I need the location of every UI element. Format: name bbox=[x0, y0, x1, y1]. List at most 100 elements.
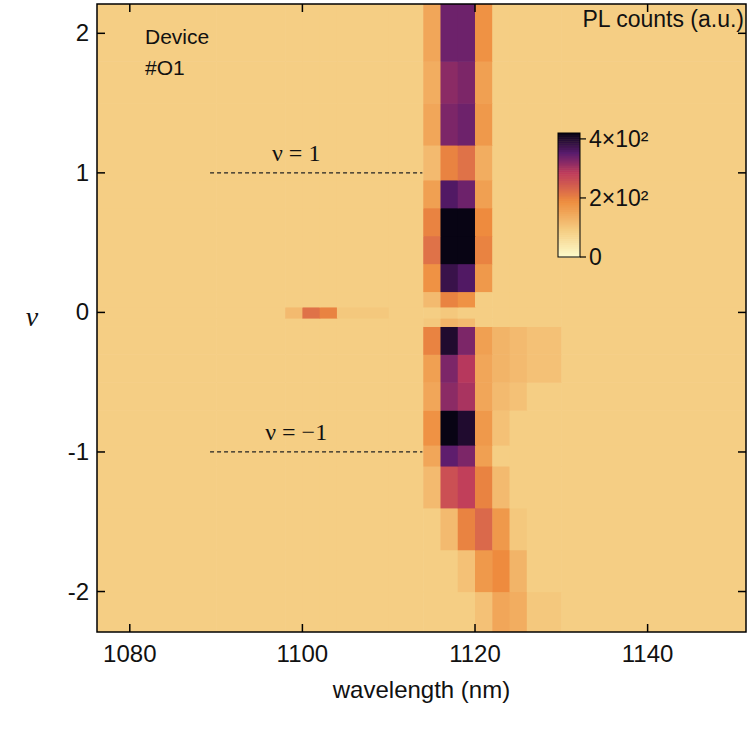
heatmap-cell bbox=[492, 410, 510, 445]
heatmap-cell bbox=[561, 508, 746, 550]
heatmap-cell bbox=[492, 145, 510, 180]
heatmap-cell bbox=[492, 354, 510, 383]
heatmap-cell bbox=[527, 264, 562, 293]
heatmap-cell bbox=[527, 550, 562, 592]
heatmap-cell bbox=[337, 145, 389, 180]
heatmap-cell bbox=[492, 236, 510, 265]
heatmap-cell bbox=[475, 180, 493, 209]
heatmap-cell bbox=[510, 145, 528, 180]
heatmap-cell bbox=[320, 103, 338, 145]
heatmap-cell bbox=[302, 326, 320, 355]
heatmap-cell bbox=[302, 61, 320, 103]
heatmap-cell bbox=[527, 61, 562, 103]
heatmap-cell bbox=[492, 318, 510, 327]
heatmap-cell bbox=[440, 318, 458, 327]
heatmap-cell bbox=[561, 445, 746, 467]
x-tick bbox=[647, 624, 649, 632]
heatmap-cell bbox=[423, 208, 441, 237]
heatmap-cell bbox=[475, 145, 493, 180]
heatmap-cell bbox=[458, 445, 476, 467]
heatmap-cell bbox=[440, 326, 458, 355]
heatmap-cell bbox=[492, 466, 510, 508]
heatmap-cell bbox=[320, 550, 338, 592]
heatmap-cell bbox=[423, 103, 441, 145]
heatmap-cell bbox=[423, 382, 441, 411]
heatmap-cell bbox=[337, 445, 389, 467]
heatmap-cell bbox=[510, 326, 528, 355]
reference-lines bbox=[210, 173, 422, 452]
heatmap-cell bbox=[440, 550, 458, 592]
heatmap-cell bbox=[97, 466, 217, 508]
heatmap-cell bbox=[492, 208, 510, 237]
heatmap-cell bbox=[97, 354, 217, 383]
heatmap-cell bbox=[320, 382, 338, 411]
heatmap-cell bbox=[97, 592, 217, 632]
heatmap-cell bbox=[510, 180, 528, 209]
heatmap-cells bbox=[97, 4, 746, 632]
heatmap-cell bbox=[561, 382, 746, 411]
heatmap-cell bbox=[423, 61, 441, 103]
heatmap-cell bbox=[302, 354, 320, 383]
heatmap-cell bbox=[510, 318, 528, 327]
heatmap-cell bbox=[475, 508, 493, 550]
heatmap-cell bbox=[216, 354, 286, 383]
heatmap-cell bbox=[527, 445, 562, 467]
y-tick-label: 1 bbox=[76, 159, 89, 186]
heatmap-cell bbox=[389, 236, 424, 265]
reference-label: ν = 1 bbox=[272, 140, 320, 166]
heatmap-cell bbox=[492, 445, 510, 467]
x-tick bbox=[129, 4, 131, 12]
heatmap-cell bbox=[302, 445, 320, 467]
heatmap-cell bbox=[440, 236, 458, 265]
heatmap-cell bbox=[561, 410, 746, 445]
heatmap-cell bbox=[458, 508, 476, 550]
colorbar-tick-label: 4×10² bbox=[589, 126, 649, 152]
heatmap-cell bbox=[389, 61, 424, 103]
heatmap-cell bbox=[510, 208, 528, 237]
heatmap-cell bbox=[320, 466, 338, 508]
heatmap-cell bbox=[561, 291, 746, 307]
heatmap-cell bbox=[423, 508, 441, 550]
heatmap-cell bbox=[561, 466, 746, 508]
colorbar-tick-label: 2×10² bbox=[589, 185, 649, 211]
heatmap-cell bbox=[216, 445, 286, 467]
heatmap-cell bbox=[440, 103, 458, 145]
heatmap-cell bbox=[97, 318, 217, 327]
heatmap-cell bbox=[423, 318, 441, 327]
heatmap-cell bbox=[475, 4, 493, 62]
heatmap-cell bbox=[561, 318, 746, 327]
heatmap-cell bbox=[440, 264, 458, 293]
heatmap-cell bbox=[216, 382, 286, 411]
heatmap-cell bbox=[475, 236, 493, 265]
heatmap-cell bbox=[216, 208, 286, 237]
heatmap-cell bbox=[389, 145, 424, 180]
heatmap-cell bbox=[475, 354, 493, 383]
heatmap-cell bbox=[216, 291, 286, 307]
heatmap-cell bbox=[561, 61, 746, 103]
heatmap-cell bbox=[302, 236, 320, 265]
heatmap-cell bbox=[527, 382, 562, 411]
heatmap-cell bbox=[97, 410, 217, 445]
heatmap-cell bbox=[337, 508, 389, 550]
heatmap-cell bbox=[527, 410, 562, 445]
heatmap-cell bbox=[285, 180, 303, 209]
heatmap-cell bbox=[337, 61, 389, 103]
heatmap-cell bbox=[440, 307, 458, 319]
heatmap-cell bbox=[423, 145, 441, 180]
heatmap-cell bbox=[475, 61, 493, 103]
heatmap-cell bbox=[302, 208, 320, 237]
heatmap-cell bbox=[320, 291, 338, 307]
heatmap-cell bbox=[440, 180, 458, 209]
heatmap-cell bbox=[337, 382, 389, 411]
heatmap-cell bbox=[97, 208, 217, 237]
heatmap-cell bbox=[458, 236, 476, 265]
heatmap-cell bbox=[337, 4, 389, 62]
heatmap-cell bbox=[527, 4, 562, 62]
x-tick-label: 1140 bbox=[622, 640, 674, 667]
heatmap-cell bbox=[285, 61, 303, 103]
heatmap-cell bbox=[440, 208, 458, 237]
y-tick bbox=[738, 591, 746, 593]
heatmap-cell bbox=[475, 410, 493, 445]
heatmap-cell bbox=[97, 382, 217, 411]
heatmap-cell bbox=[423, 291, 441, 307]
